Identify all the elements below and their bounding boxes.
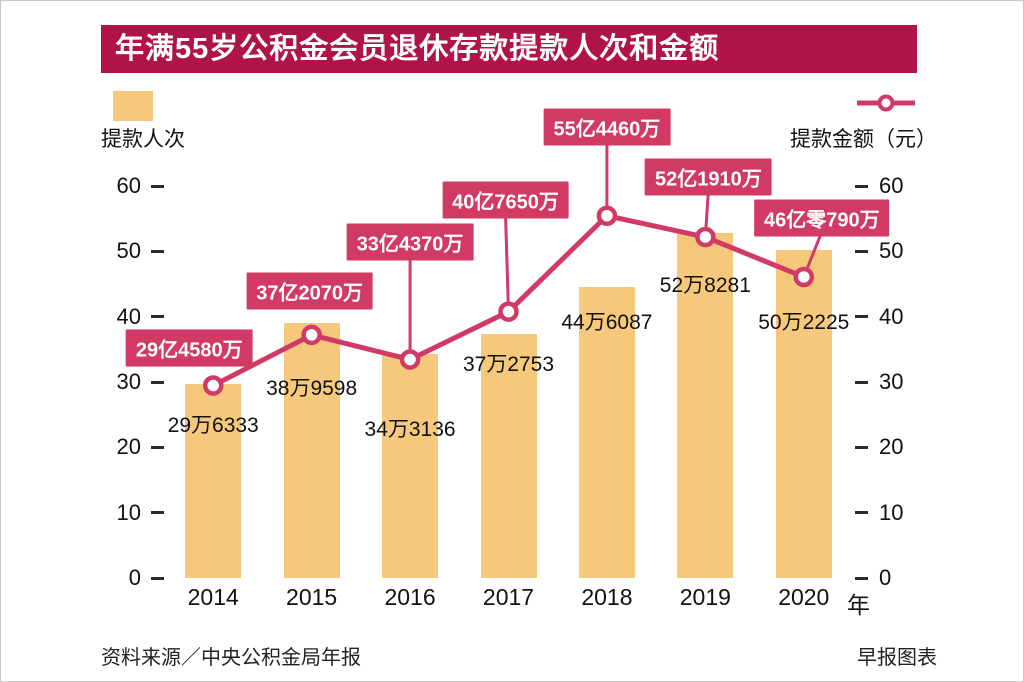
line-legend-label: 提款金额（元） — [790, 128, 937, 151]
chart-title: 年满55岁公积金会员退休存款提款人次和金额 — [115, 33, 720, 65]
y-axis-tick-label-right: 60 — [879, 173, 904, 198]
bar-legend-swatch-icon — [113, 91, 153, 121]
bar-legend-label: 提款人次 — [101, 128, 185, 151]
line-value-callout: 52亿1910万 — [644, 158, 772, 196]
line-value-callout: 40亿7650万 — [442, 181, 569, 219]
y-axis-tick-label-right: 40 — [879, 303, 904, 329]
y-tick-mark-right — [855, 184, 868, 188]
bar — [382, 353, 439, 578]
x-axis-label: 2016 — [384, 584, 436, 610]
source-note: 资料来源／中央公积金局年报 — [101, 647, 361, 669]
y-axis-tick-label-right: 30 — [879, 369, 904, 394]
chart-title-banner: 年满55岁公积金会员退休存款提款人次和金额 — [101, 25, 917, 73]
y-axis-tick-label-left: 50 — [116, 238, 141, 264]
y-tick-mark-right — [855, 511, 868, 515]
y-axis-tick-label-left: 10 — [116, 499, 141, 525]
y-tick-mark-right — [855, 576, 868, 580]
y-axis-tick-label-right: 20 — [879, 434, 904, 460]
line-legend-marker-icon — [857, 94, 915, 112]
y-tick-mark-right — [855, 315, 868, 319]
bar — [185, 384, 242, 578]
line-value-callout: 55亿4460万 — [543, 108, 671, 146]
line-value-callout: 37亿2070万 — [246, 272, 374, 310]
y-tick-mark-left — [151, 511, 164, 515]
x-axis-label: 2018 — [581, 584, 633, 610]
y-tick-mark-right — [855, 445, 868, 449]
y-axis-tick-label-right: 50 — [879, 238, 904, 264]
y-tick-mark-left — [151, 184, 164, 188]
y-tick-mark-left — [151, 576, 164, 580]
y-axis-tick-label-left: 60 — [116, 173, 141, 198]
y-tick-mark-left — [151, 380, 164, 384]
y-axis-tick-label-right: 10 — [879, 499, 904, 525]
bar-value-label: 44万6087 — [561, 310, 653, 334]
bar — [775, 249, 832, 578]
bar-value-label: 50万2225 — [758, 310, 850, 334]
x-axis-label: 2014 — [187, 584, 239, 610]
y-axis-tick-label-left: 40 — [116, 303, 141, 329]
x-axis-label: 2019 — [679, 584, 731, 610]
bar-value-label: 34万3136 — [364, 417, 456, 441]
credit-note: 早报图表 — [857, 647, 937, 669]
x-axis-label: 2015 — [286, 584, 338, 610]
y-axis-tick-label-right: 0 — [879, 565, 892, 590]
y-tick-mark-right — [855, 380, 868, 384]
y-tick-mark-left — [151, 445, 164, 449]
line-value-callout: 46亿零790万 — [753, 199, 890, 237]
x-axis-unit-label: 年 — [847, 592, 870, 618]
bar — [283, 323, 340, 578]
y-tick-mark-left — [151, 315, 164, 319]
y-tick-mark-right — [855, 249, 868, 253]
y-tick-mark-left — [151, 249, 164, 253]
bar-value-label: 52万8281 — [659, 273, 751, 297]
line-value-callout: 29亿4580万 — [125, 329, 253, 367]
bar-value-label: 38万9598 — [266, 377, 358, 401]
x-axis-label: 2020 — [778, 584, 830, 610]
x-axis-label: 2017 — [482, 584, 535, 610]
bar-value-label: 37万2753 — [462, 353, 555, 377]
bar-value-label: 29万6333 — [167, 414, 259, 438]
y-axis-tick-label-left: 20 — [116, 434, 141, 460]
y-axis-tick-label-left: 30 — [116, 369, 141, 394]
line-value-callout: 33亿4370万 — [346, 223, 474, 261]
y-axis-tick-label-left: 0 — [128, 565, 141, 590]
